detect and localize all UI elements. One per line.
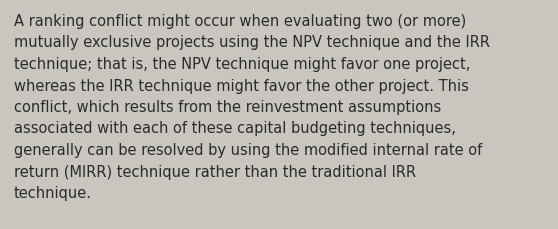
Text: generally can be resolved by using the modified internal rate of: generally can be resolved by using the m… xyxy=(14,142,482,157)
Text: A ranking conflict might occur when evaluating two (or more): A ranking conflict might occur when eval… xyxy=(14,14,466,29)
Text: mutually exclusive projects using the NPV technique and the IRR: mutually exclusive projects using the NP… xyxy=(14,35,490,50)
Text: whereas the IRR technique might favor the other project. This: whereas the IRR technique might favor th… xyxy=(14,78,469,93)
Text: return (MIRR) technique rather than the traditional IRR: return (MIRR) technique rather than the … xyxy=(14,164,416,179)
Text: associated with each of these capital budgeting techniques,: associated with each of these capital bu… xyxy=(14,121,456,136)
Text: conflict, which results from the reinvestment assumptions: conflict, which results from the reinves… xyxy=(14,100,441,114)
Text: technique; that is, the NPV technique might favor one project,: technique; that is, the NPV technique mi… xyxy=(14,57,470,72)
Text: technique.: technique. xyxy=(14,185,92,200)
